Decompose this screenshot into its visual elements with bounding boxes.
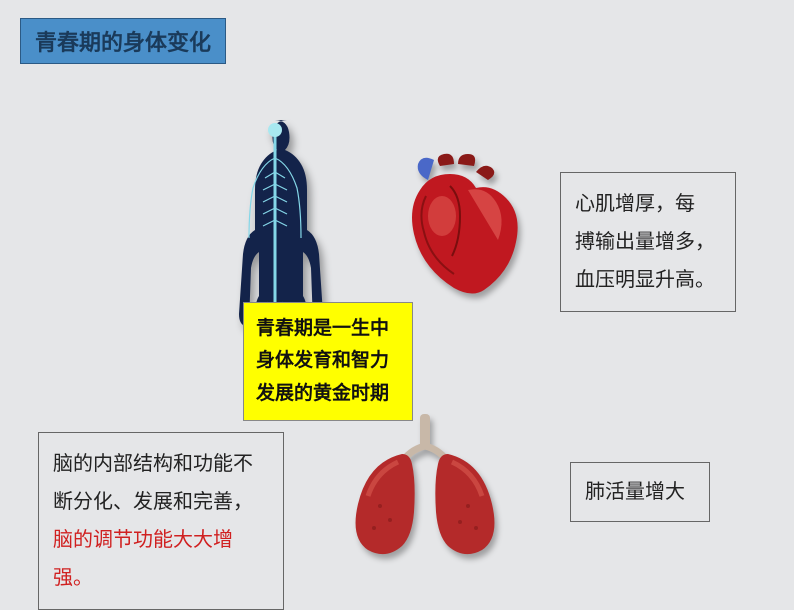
page-title: 青春期的身体变化 — [35, 30, 211, 55]
lung-text-box: 肺活量增大 — [570, 462, 710, 522]
golden-period-callout: 青春期是一生中 身体发育和智力 发展的黄金时期 — [243, 302, 413, 421]
lung-text: 肺活量增大 — [585, 481, 685, 503]
heart-line1: 心肌增厚，每 — [575, 185, 721, 223]
brain-line3: 脑的调节功能大大增强。 — [53, 521, 269, 597]
heart-line2: 搏输出量增多， — [575, 223, 721, 261]
callout-line1: 青春期是一生中 — [256, 313, 400, 345]
brain-line1: 脑的内部结构和功能不 — [53, 445, 269, 483]
callout-line3: 发展的黄金时期 — [256, 378, 400, 410]
lungs-figure — [340, 410, 510, 560]
brain-line2: 断分化、发展和完善， — [53, 483, 269, 521]
heart-line3: 血压明显升高。 — [575, 261, 721, 299]
heart-text-box: 心肌增厚，每 搏输出量增多， 血压明显升高。 — [560, 172, 736, 312]
heart-figure — [380, 150, 530, 300]
title-box: 青春期的身体变化 — [20, 18, 226, 64]
callout-line2: 身体发育和智力 — [256, 345, 400, 377]
brain-text-box: 脑的内部结构和功能不 断分化、发展和完善， 脑的调节功能大大增强。 — [38, 432, 284, 610]
